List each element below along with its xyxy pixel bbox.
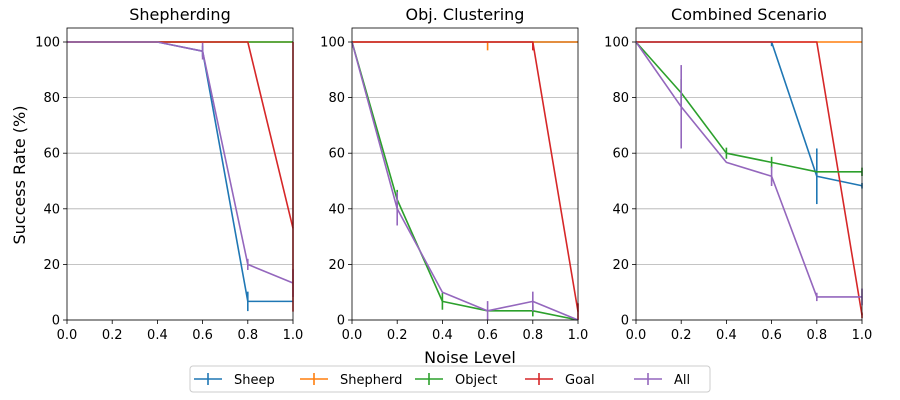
legend-label: All [674, 373, 690, 388]
x-tick-label: 0.6 [761, 328, 782, 343]
series-goal [67, 41, 294, 229]
y-tick-label: 60 [328, 147, 345, 162]
x-tick-label: 0.8 [806, 328, 827, 343]
legend-item-all: All [634, 373, 690, 388]
legend-item-shepherd: Shepherd [300, 373, 402, 388]
series-line [67, 41, 294, 229]
series-shepherd [352, 41, 578, 51]
subplot-title: Shepherding [129, 5, 230, 24]
x-tick-label: 0.0 [57, 328, 78, 343]
y-tick-label: 20 [43, 258, 60, 273]
series-goal [352, 41, 579, 320]
series-line [635, 41, 862, 173]
legend-frame [189, 365, 711, 393]
x-tick-label: 0.6 [477, 328, 498, 343]
subplot-2: 0 20 40 60 80 100 0.0 0.2 0.4 0.6 0.8 1.0 Obj. Clust… [320, 5, 588, 343]
axes-frame [635, 27, 863, 321]
x-tick-label: 1.0 [283, 328, 304, 343]
x-tick-label: 0.2 [102, 328, 123, 343]
y-tick-label: 100 [604, 36, 629, 51]
y-tick-label: 0 [621, 314, 629, 329]
legend-label: Goal [565, 373, 595, 388]
series-goal [636, 41, 863, 319]
series-line [636, 41, 863, 316]
axes-frame [351, 27, 579, 321]
y-tick-label: 40 [328, 202, 345, 217]
x-tick-label: 0.6 [192, 328, 213, 343]
legend-label: Shepherd [340, 373, 402, 388]
series-all [67, 41, 294, 297]
x-tick-label: 0.0 [626, 328, 647, 343]
x-tick-label: 0.4 [716, 328, 737, 343]
y-tick-label: 0 [337, 314, 345, 329]
x-tick-label: 1.0 [852, 328, 873, 343]
x-axis-label: Noise Level [424, 348, 516, 367]
series-sheep [636, 41, 863, 205]
x-tick-label: 0.4 [147, 328, 168, 343]
y-tick-label: 80 [328, 91, 345, 106]
y-axis-label: Success Rate (%) [10, 106, 29, 245]
y-tick-label: 0 [52, 314, 60, 329]
x-tick-label: 1.0 [568, 328, 589, 343]
y-tick-label: 100 [35, 36, 60, 51]
y-tick-label: 60 [43, 147, 60, 162]
y-tick-label: 100 [320, 36, 345, 51]
x-tick-label: 0.2 [387, 328, 408, 343]
y-tick-label: 80 [612, 91, 629, 106]
x-tick-label: 0.4 [432, 328, 453, 343]
legend-item-object: Object [415, 373, 497, 388]
series-line [352, 41, 579, 312]
series-line [635, 41, 862, 298]
legend-entries: Sheep Shepherd Object Goal All [194, 373, 690, 388]
y-tick-label: 20 [328, 258, 345, 273]
y-tick-label: 80 [43, 91, 60, 106]
legend-label: Object [455, 373, 497, 388]
y-tick-label: 20 [612, 258, 629, 273]
x-tick-label: 0.8 [237, 328, 258, 343]
series-sheep [67, 41, 293, 312]
series-line [351, 41, 579, 321]
x-tick-label: 0.2 [671, 328, 692, 343]
legend-item-sheep: Sheep [194, 373, 275, 388]
legend: Sheep Shepherd Object Goal All [189, 365, 711, 393]
series-all [635, 41, 863, 306]
series-line [351, 41, 579, 321]
subplot-title: Combined Scenario [671, 5, 827, 24]
y-tick-label: 60 [612, 147, 629, 162]
series-object [351, 41, 579, 321]
series-all [351, 41, 579, 321]
subplots: 0 20 40 60 80 100 0.0 0.2 0.4 0.6 0.8 1.0 Shepherdin… [35, 5, 872, 343]
series-line [67, 41, 293, 303]
y-tick-label: 40 [43, 202, 60, 217]
subplot-3: 0 20 40 60 80 100 0.0 0.2 0.4 0.6 0.8 1.0 Combined S… [604, 5, 872, 343]
subplot-title: Obj. Clustering [406, 5, 525, 24]
subplot-1: 0 20 40 60 80 100 0.0 0.2 0.4 0.6 0.8 1.0 Shepherdin… [35, 5, 303, 343]
legend-item-goal: Goal [525, 373, 595, 388]
x-tick-label: 0.0 [342, 328, 363, 343]
axes-frame [66, 27, 294, 321]
series-line [67, 41, 294, 284]
x-tick-label: 0.8 [522, 328, 543, 343]
legend-label: Sheep [234, 373, 275, 388]
y-tick-label: 40 [612, 202, 629, 217]
